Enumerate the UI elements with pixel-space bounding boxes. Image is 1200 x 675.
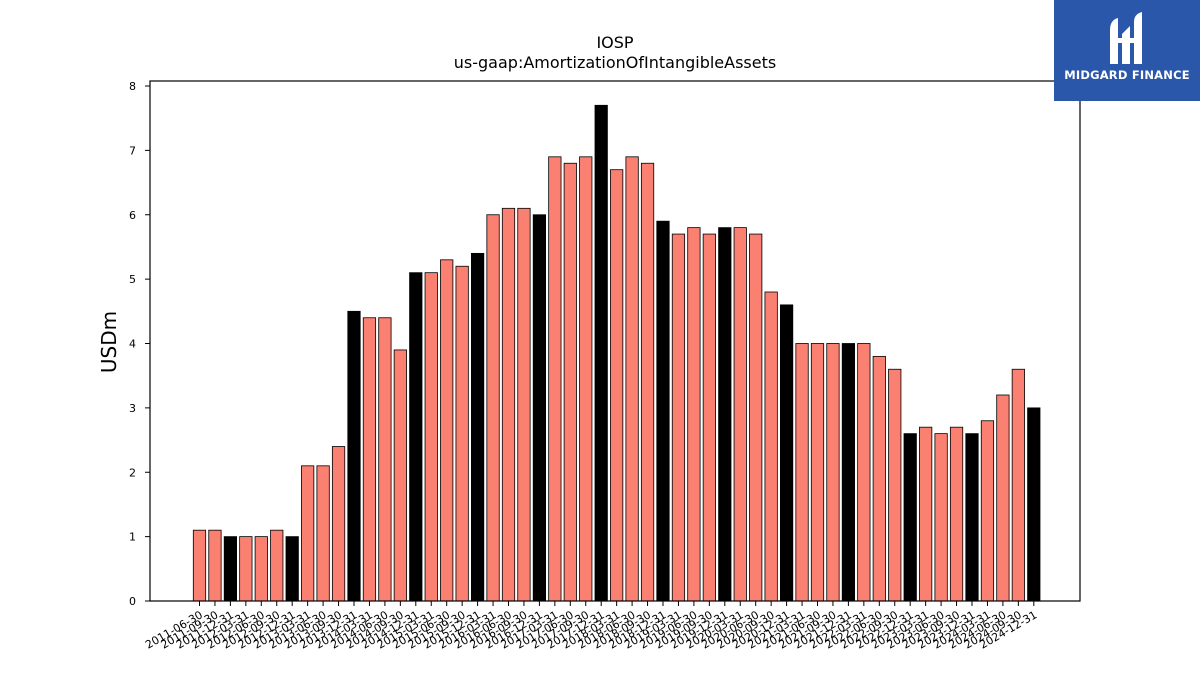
bar-2021-03-31 <box>795 343 809 602</box>
chart-subtitle: us-gaap:AmortizationOfIntangibleAssets <box>454 53 776 72</box>
bar-2017-03-31 <box>548 156 562 602</box>
bar-2023-12-31 <box>965 433 979 602</box>
bar-2021-06-30 <box>810 343 825 602</box>
bar-2015-06-30 <box>440 259 454 602</box>
bar-2022-09-30 <box>888 368 902 602</box>
bar-2016-09-30 <box>517 207 531 602</box>
bar-2023-09-30 <box>949 426 964 602</box>
y-tick-label: 1 <box>129 531 136 544</box>
plot-frame <box>149 80 1081 602</box>
bar-2023-03-31 <box>919 426 933 602</box>
bar-2013-09-30 <box>331 446 346 602</box>
bar-2018-03-31 <box>610 169 624 602</box>
bar-2017-12-31 <box>594 104 608 602</box>
y-tick-label: 7 <box>129 144 136 157</box>
bar-2024-03-31 <box>980 420 995 602</box>
y-axis-label: USDm <box>97 311 121 373</box>
bar-2014-03-31 <box>362 317 377 602</box>
bar-2016-06-30 <box>501 207 516 602</box>
bar-2024-06-30 <box>996 394 1010 602</box>
logo-text: MIDGARD FINANCE <box>1064 68 1190 82</box>
bar-2018-09-30 <box>640 162 655 602</box>
bar-2015-09-30 <box>455 265 469 602</box>
y-tick-label: 4 <box>129 338 136 351</box>
bar-2014-12-31 <box>409 272 423 602</box>
bar-2016-03-31 <box>486 214 500 602</box>
bar-2016-12-31 <box>532 214 547 602</box>
bar-2012-12-31 <box>285 536 299 602</box>
midgard-finance-logo: MIDGARD FINANCE <box>1054 0 1200 101</box>
x-axis: 2011-06-302011-09-302011-12-312012-03-31… <box>143 601 1039 652</box>
bar-2021-09-30 <box>826 343 840 602</box>
y-tick-label: 2 <box>129 466 136 479</box>
bar-2013-06-30 <box>316 465 330 602</box>
bar-2011-12-31 <box>223 536 237 602</box>
bar-2019-03-31 <box>671 233 686 602</box>
midgard-logo-icon <box>1110 12 1142 64</box>
y-axis: 0 1 2 3 4 5 6 7 8 <box>129 80 150 608</box>
bar-2012-06-30 <box>254 536 268 602</box>
bar-2019-12-31 <box>718 227 732 602</box>
y-tick-label: 0 <box>129 595 136 608</box>
bar-2022-03-31 <box>857 343 871 602</box>
bars-group <box>192 104 1041 602</box>
bar-2019-09-30 <box>702 233 716 602</box>
bar-2024-12-31 <box>1027 407 1041 602</box>
y-tick-label: 3 <box>129 402 136 415</box>
bar-2011-06-30 <box>192 529 207 602</box>
bar-2013-03-31 <box>301 465 315 602</box>
bar-2012-03-31 <box>239 536 253 602</box>
bar-2013-12-31 <box>347 310 361 602</box>
bar-2015-03-31 <box>424 272 438 602</box>
bar-2020-06-30 <box>749 233 763 602</box>
bar-2022-12-31 <box>903 433 917 602</box>
y-tick-label: 8 <box>129 80 136 93</box>
y-tick-label: 6 <box>129 209 136 222</box>
bar-2017-09-30 <box>579 156 593 602</box>
bar-2024-09-30 <box>1011 368 1025 602</box>
bar-2018-12-31 <box>656 220 670 602</box>
bar-2020-03-31 <box>733 227 747 602</box>
bar-2018-06-30 <box>625 156 639 602</box>
bar-2017-06-30 <box>563 162 577 602</box>
bar-2021-12-31 <box>841 343 856 602</box>
bar-2014-09-30 <box>393 349 407 602</box>
bar-2020-09-30 <box>764 291 778 602</box>
bar-2015-12-31 <box>470 252 485 602</box>
bar-2022-06-30 <box>872 355 886 602</box>
bar-2019-06-30 <box>687 227 701 602</box>
bar-2011-09-30 <box>208 529 222 602</box>
bar-2012-09-30 <box>270 529 284 602</box>
chart-title: IOSP <box>596 33 633 52</box>
bar-2020-12-31 <box>780 304 794 602</box>
bar-2014-06-30 <box>378 317 392 602</box>
y-tick-label: 5 <box>129 273 136 286</box>
bar-2023-06-30 <box>934 433 948 602</box>
